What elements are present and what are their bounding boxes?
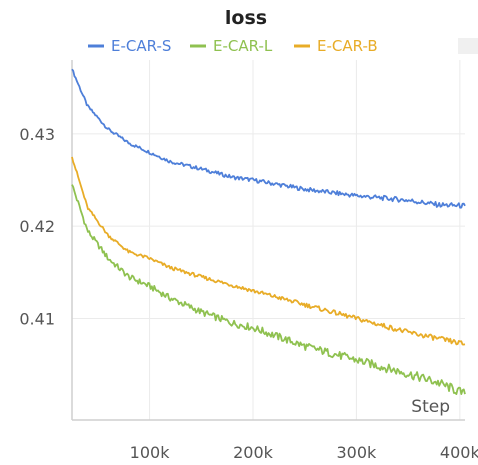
- legend-label: E-CAR-S: [111, 37, 171, 55]
- axes: [71, 60, 465, 421]
- grid: [72, 60, 465, 420]
- series-line: [71, 184, 466, 395]
- legend-label: E-CAR-L: [213, 37, 273, 55]
- series-line: [71, 156, 466, 346]
- legend-item[interactable]: E-CAR-S: [88, 37, 171, 55]
- legend-item[interactable]: E-CAR-B: [294, 37, 378, 55]
- x-axis-label: Step: [411, 397, 450, 417]
- x-tick-label: 300k: [337, 443, 378, 462]
- y-tick-label: 0.43: [19, 125, 55, 144]
- plot-area: [71, 68, 466, 395]
- x-tick-label: 100k: [130, 443, 171, 462]
- legend-label: E-CAR-B: [317, 37, 378, 55]
- tick-labels: 0.41 0.42 0.43 100k 200k 300k 400k: [19, 125, 478, 462]
- chart-title: loss: [225, 7, 267, 29]
- y-tick-label: 0.42: [19, 217, 55, 236]
- x-tick-label: 200k: [233, 443, 274, 462]
- x-tick-label: 400k: [440, 443, 478, 462]
- y-tick-label: 0.41: [19, 309, 55, 328]
- legend[interactable]: E-CAR-S E-CAR-L E-CAR-B: [88, 37, 378, 55]
- legend-item[interactable]: E-CAR-L: [190, 37, 273, 55]
- series-line: [71, 68, 466, 209]
- legend-scroll-indicator[interactable]: [458, 38, 478, 54]
